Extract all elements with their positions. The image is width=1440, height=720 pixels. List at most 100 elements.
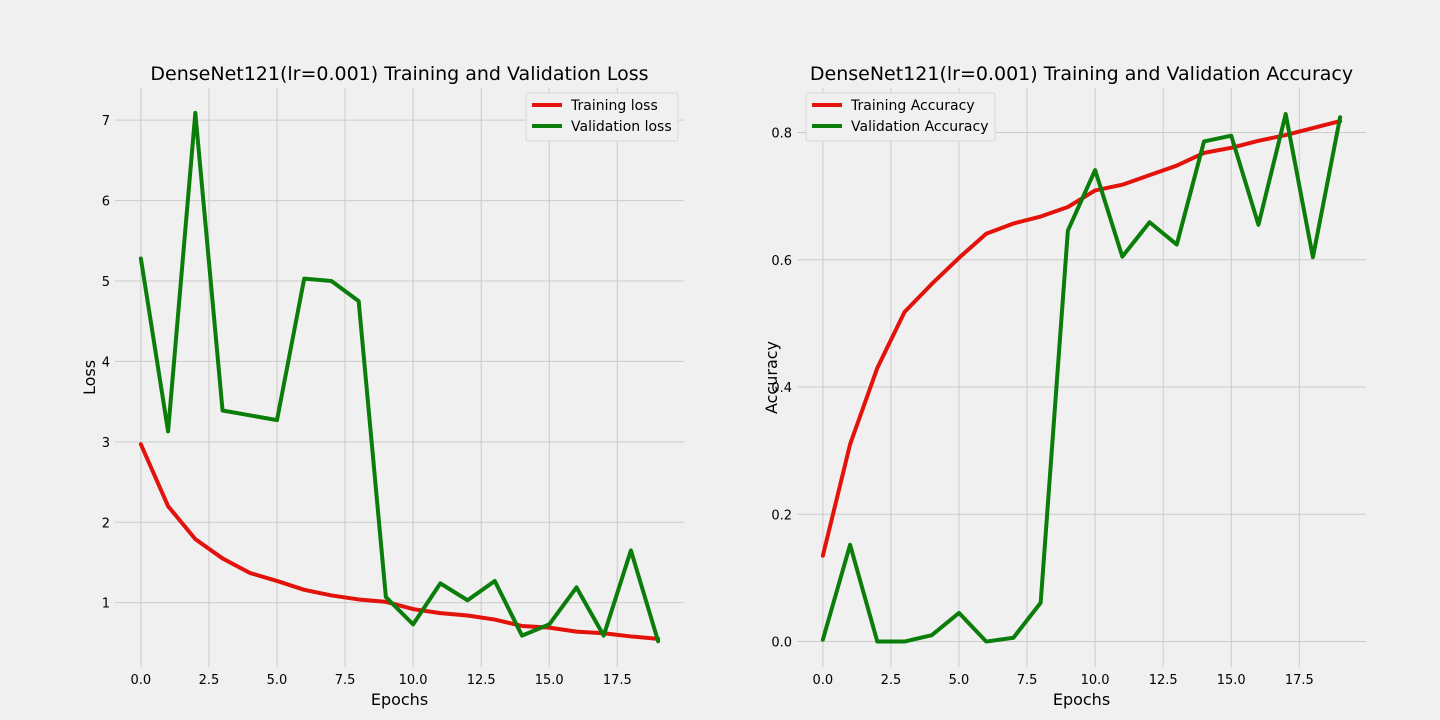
data-point bbox=[876, 367, 878, 369]
data-point bbox=[985, 641, 987, 643]
y-tick-label: 7 bbox=[102, 114, 110, 129]
y-axis-label: Accuracy bbox=[762, 341, 781, 414]
data-point bbox=[1257, 224, 1259, 226]
data-point bbox=[657, 640, 659, 642]
data-point bbox=[1121, 184, 1123, 186]
data-point bbox=[358, 300, 360, 302]
data-point bbox=[412, 608, 414, 610]
data-point bbox=[630, 635, 632, 637]
data-point bbox=[276, 419, 278, 421]
accuracy-chart: 0.0 2.5 5.0 7.5 10.0 12.5 15.0 17.5 0.0 0.2 0.4 0.6… bbox=[762, 63, 1366, 709]
data-point bbox=[1040, 602, 1042, 604]
data-point bbox=[876, 641, 878, 643]
data-point bbox=[1285, 134, 1287, 136]
x-tick-label: 0.0 bbox=[813, 673, 834, 688]
data-point bbox=[276, 580, 278, 582]
data-point bbox=[439, 612, 441, 614]
legend: Training loss Validation loss bbox=[525, 92, 679, 142]
data-point bbox=[849, 544, 851, 546]
data-point bbox=[904, 311, 906, 313]
data-point bbox=[575, 586, 577, 588]
y-axis-label: Loss bbox=[80, 360, 99, 395]
x-tick-label: 5.0 bbox=[949, 673, 970, 688]
legend: Training Accuracy Validation Accuracy bbox=[805, 92, 996, 142]
data-point bbox=[167, 430, 169, 432]
data-point bbox=[1012, 637, 1014, 639]
x-tick-label: 12.5 bbox=[1149, 673, 1178, 688]
data-point bbox=[385, 601, 387, 603]
y-tick-label: 0.6 bbox=[771, 254, 792, 269]
legend-label: Training Accuracy bbox=[850, 98, 975, 114]
data-point bbox=[931, 634, 933, 636]
data-point bbox=[603, 635, 605, 637]
data-point bbox=[494, 619, 496, 621]
y-tick-label: 2 bbox=[102, 516, 110, 531]
x-tick-label: 12.5 bbox=[467, 673, 496, 688]
x-tick-label: 17.5 bbox=[603, 673, 632, 688]
data-point bbox=[1230, 147, 1232, 149]
data-point bbox=[412, 623, 414, 625]
data-point bbox=[1257, 140, 1259, 142]
data-point bbox=[249, 414, 251, 416]
x-tick-label: 5.0 bbox=[267, 673, 288, 688]
data-point bbox=[1067, 206, 1069, 208]
data-point bbox=[958, 612, 960, 614]
legend-label: Validation loss bbox=[571, 119, 672, 135]
data-point bbox=[849, 443, 851, 445]
data-point bbox=[330, 280, 332, 282]
x-tick-label: 2.5 bbox=[881, 673, 902, 688]
x-tick-label: 7.5 bbox=[335, 673, 356, 688]
y-tick-label: 0.4 bbox=[771, 381, 792, 396]
data-point bbox=[575, 631, 577, 633]
chart-title: DenseNet121(lr=0.001) Training and Valid… bbox=[810, 63, 1353, 85]
legend-label: Training loss bbox=[570, 98, 658, 114]
loss-chart: 0.0 2.5 5.0 7.5 10.0 12.5 15.0 17.5 1 2 3 4 5 6 7 Dense… bbox=[80, 63, 684, 709]
x-tick-label: 7.5 bbox=[1017, 673, 1038, 688]
data-point bbox=[1149, 221, 1151, 223]
legend-box bbox=[525, 92, 679, 142]
y-tick-label: 0.8 bbox=[771, 127, 792, 142]
legend-label: Validation Accuracy bbox=[851, 119, 989, 135]
data-point bbox=[822, 555, 824, 557]
data-point bbox=[1339, 116, 1341, 118]
y-tick-label: 4 bbox=[102, 355, 110, 370]
x-tick-label: 10.0 bbox=[399, 673, 428, 688]
data-point bbox=[1312, 127, 1314, 129]
data-point bbox=[303, 589, 305, 591]
legend-box bbox=[805, 92, 996, 142]
data-point bbox=[1040, 216, 1042, 218]
series-line bbox=[138, 110, 661, 644]
data-point bbox=[521, 625, 523, 627]
data-point bbox=[249, 572, 251, 574]
data-point bbox=[140, 443, 142, 445]
data-point bbox=[1012, 223, 1014, 225]
y-tick-label: 0.2 bbox=[771, 508, 792, 523]
x-tick-label: 17.5 bbox=[1285, 673, 1314, 688]
data-point bbox=[385, 596, 387, 598]
data-point bbox=[222, 409, 224, 411]
data-point bbox=[1149, 174, 1151, 176]
x-tick-label: 2.5 bbox=[199, 673, 220, 688]
data-point bbox=[194, 112, 196, 114]
data-point bbox=[1285, 113, 1287, 115]
x-axis-label: Epochs bbox=[1053, 690, 1110, 709]
data-point bbox=[303, 278, 305, 280]
x-tick-label: 15.0 bbox=[1217, 673, 1246, 688]
data-point bbox=[140, 257, 142, 259]
data-point bbox=[494, 580, 496, 582]
data-point bbox=[1094, 189, 1096, 191]
data-point bbox=[467, 615, 469, 617]
data-point bbox=[1121, 256, 1123, 258]
data-point bbox=[194, 538, 196, 540]
y-tick-label: 3 bbox=[102, 436, 110, 451]
data-point bbox=[1230, 135, 1232, 137]
data-point bbox=[1067, 230, 1069, 232]
y-tick-label: 1 bbox=[102, 597, 110, 612]
data-point bbox=[1312, 256, 1314, 258]
series-line bbox=[820, 119, 1343, 558]
data-point bbox=[1176, 244, 1178, 246]
data-point bbox=[904, 641, 906, 643]
data-point bbox=[222, 557, 224, 559]
data-point bbox=[1203, 152, 1205, 154]
